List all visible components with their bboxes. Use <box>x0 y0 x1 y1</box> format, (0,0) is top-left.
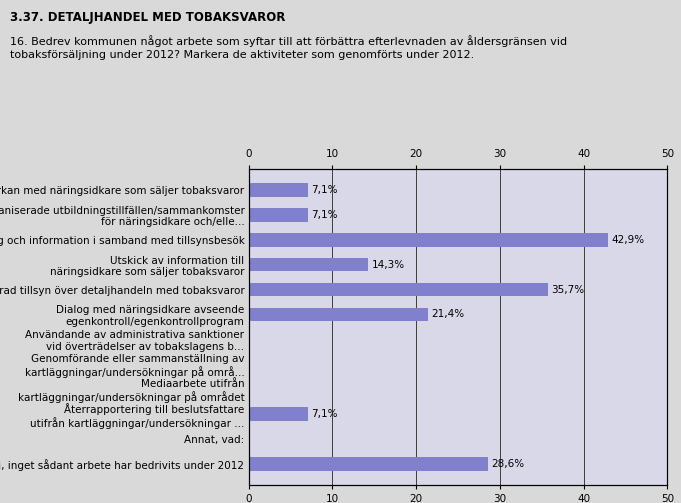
Text: 35,7%: 35,7% <box>551 285 584 295</box>
Text: 7,1%: 7,1% <box>311 409 338 419</box>
Bar <box>249 233 608 246</box>
Text: 3.37. DETALJHANDEL MED TOBAKSVAROR: 3.37. DETALJHANDEL MED TOBAKSVAROR <box>10 11 285 24</box>
Bar <box>249 407 308 421</box>
Bar <box>249 283 548 296</box>
Bar <box>249 457 488 471</box>
Text: 7,1%: 7,1% <box>311 210 338 220</box>
Text: 14,3%: 14,3% <box>372 260 405 270</box>
Bar <box>249 258 368 272</box>
Text: 16. Bedrev kommunen något arbete som syftar till att förbättra efterlevnaden av : 16. Bedrev kommunen något arbete som syf… <box>10 35 567 60</box>
Text: 21,4%: 21,4% <box>431 309 464 319</box>
Bar <box>249 208 308 221</box>
Text: 42,9%: 42,9% <box>612 235 644 244</box>
Bar <box>249 183 308 197</box>
Text: 28,6%: 28,6% <box>492 459 524 469</box>
Bar <box>249 308 428 321</box>
Text: 7,1%: 7,1% <box>311 185 338 195</box>
